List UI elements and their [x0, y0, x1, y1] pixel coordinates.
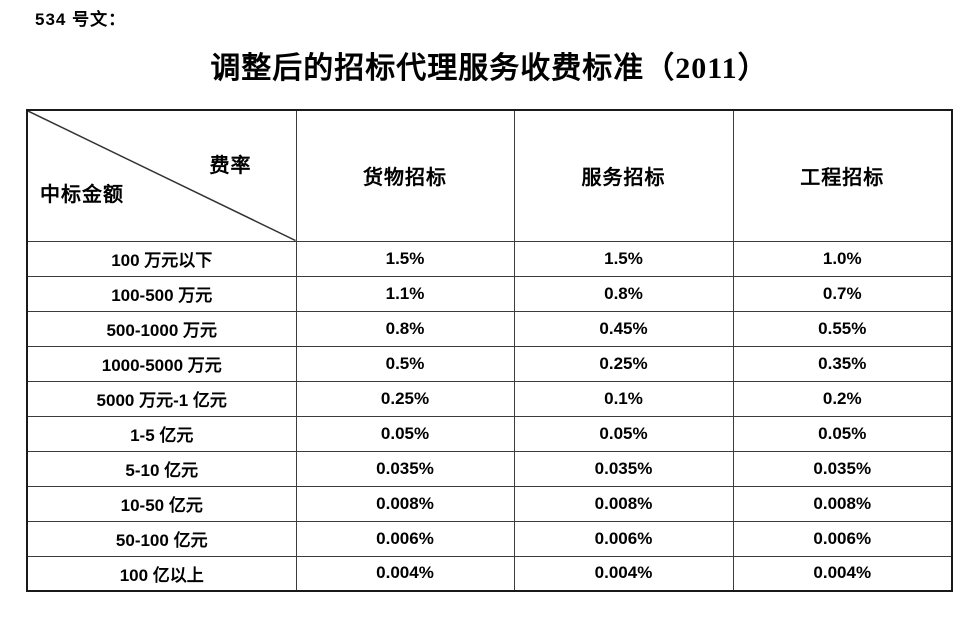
service-rate-cell: 0.05% — [513, 415, 734, 452]
engineering-rate-cell: 0.035% — [732, 450, 953, 487]
goods-rate-cell: 1.1% — [295, 275, 515, 312]
service-rate-cell: 0.008% — [513, 485, 734, 522]
table-row: 100 亿以上 0.004% 0.004% 0.004% — [26, 555, 953, 592]
goods-rate-cell: 0.035% — [295, 450, 515, 487]
table-row: 10-50 亿元 0.008% 0.008% 0.008% — [26, 485, 953, 522]
table-row: 1000-5000 万元 0.5% 0.25% 0.35% — [26, 345, 953, 382]
engineering-rate-cell: 0.004% — [732, 555, 953, 592]
service-rate-cell: 0.1% — [513, 380, 734, 417]
engineering-rate-cell: 0.55% — [732, 310, 953, 347]
table-row: 500-1000 万元 0.8% 0.45% 0.55% — [26, 310, 953, 347]
header-row: 费率 中标金额 货物招标 服务招标 工程招标 — [26, 109, 953, 242]
engineering-rate-cell: 0.2% — [732, 380, 953, 417]
amount-cell: 50-100 亿元 — [26, 520, 297, 557]
fee-rate-table: 费率 中标金额 货物招标 服务招标 工程招标 100 万元以下 1.5% 1.5% 1… — [26, 109, 953, 592]
table-row: 5-10 亿元 0.035% 0.035% 0.035% — [26, 450, 953, 487]
doc-ref: 534 号文： — [35, 10, 127, 29]
engineering-rate-cell: 0.35% — [732, 345, 953, 382]
amount-cell: 100-500 万元 — [26, 275, 297, 312]
column-header-service-bidding: 服务招标 — [513, 109, 734, 242]
goods-rate-cell: 0.25% — [295, 380, 515, 417]
goods-rate-cell: 0.8% — [295, 310, 515, 347]
amount-cell: 5000 万元-1 亿元 — [26, 380, 297, 417]
engineering-rate-cell: 0.7% — [732, 275, 953, 312]
column-header-engineering-bidding: 工程招标 — [732, 109, 953, 242]
corner-header-cell: 费率 中标金额 — [26, 109, 297, 242]
amount-cell: 100 亿以上 — [26, 555, 297, 592]
amount-cell: 1-5 亿元 — [26, 415, 297, 452]
table-row: 100-500 万元 1.1% 0.8% 0.7% — [26, 275, 953, 312]
amount-cell: 5-10 亿元 — [26, 450, 297, 487]
table-row: 100 万元以下 1.5% 1.5% 1.0% — [26, 240, 953, 277]
amount-cell: 1000-5000 万元 — [26, 345, 297, 382]
page-title: 调整后的招标代理服务收费标准（2011） — [210, 52, 769, 85]
goods-rate-cell: 0.006% — [295, 520, 515, 557]
corner-label-rate: 费率 — [209, 155, 252, 177]
goods-rate-cell: 0.05% — [295, 415, 515, 452]
service-rate-cell: 0.25% — [513, 345, 734, 382]
service-rate-cell: 0.035% — [513, 450, 734, 487]
service-rate-cell: 0.45% — [513, 310, 734, 347]
table-row: 50-100 亿元 0.006% 0.006% 0.006% — [26, 520, 953, 557]
engineering-rate-cell: 0.008% — [732, 485, 953, 522]
column-header-goods-bidding: 货物招标 — [295, 109, 515, 242]
engineering-rate-cell: 0.006% — [732, 520, 953, 557]
service-rate-cell: 0.006% — [513, 520, 734, 557]
table-row: 1-5 亿元 0.05% 0.05% 0.05% — [26, 415, 953, 452]
service-rate-cell: 0.004% — [513, 555, 734, 592]
engineering-rate-cell: 1.0% — [732, 240, 953, 277]
goods-rate-cell: 0.004% — [295, 555, 515, 592]
corner-label-bid-amount: 中标金额 — [40, 183, 124, 206]
engineering-rate-cell: 0.05% — [732, 415, 953, 452]
goods-rate-cell: 0.008% — [295, 485, 515, 522]
service-rate-cell: 1.5% — [513, 240, 734, 277]
goods-rate-cell: 0.5% — [295, 345, 515, 382]
amount-cell: 500-1000 万元 — [26, 310, 297, 347]
amount-cell: 10-50 亿元 — [26, 485, 297, 522]
service-rate-cell: 0.8% — [513, 275, 734, 312]
goods-rate-cell: 1.5% — [295, 240, 515, 277]
amount-cell: 100 万元以下 — [26, 240, 297, 277]
diagonal-divider-line — [28, 111, 296, 241]
table-row: 5000 万元-1 亿元 0.25% 0.1% 0.2% — [26, 380, 953, 417]
